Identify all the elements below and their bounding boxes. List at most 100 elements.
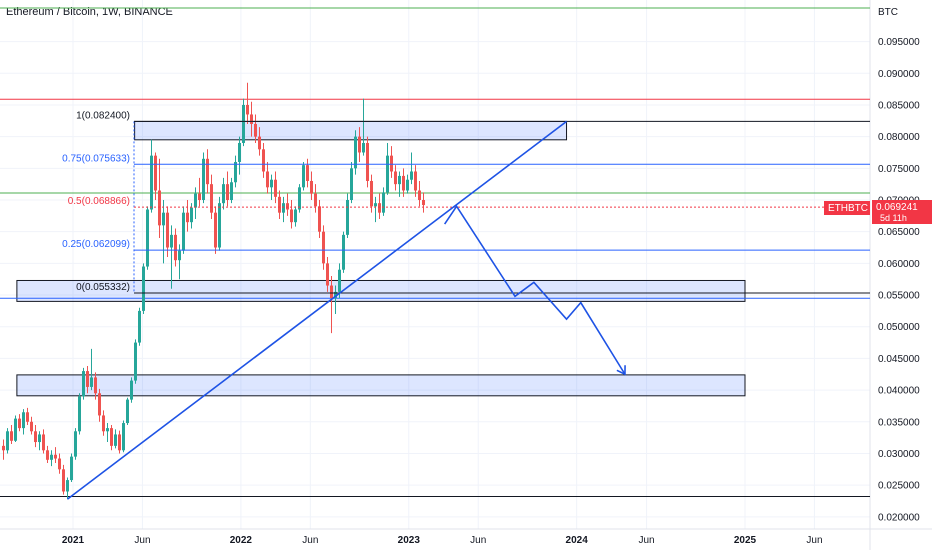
price-tick-label: 0.030000	[878, 449, 920, 460]
candle	[154, 152, 157, 200]
candle	[22, 409, 25, 435]
price-tick-label: 0.020000	[878, 512, 920, 523]
candle-body	[86, 371, 89, 387]
candle-body	[402, 175, 405, 191]
candle-body	[266, 171, 269, 188]
candle	[38, 431, 41, 451]
candle-body	[234, 161, 237, 183]
candle	[270, 174, 273, 200]
price-tick-label: 0.025000	[878, 481, 920, 492]
candle-body	[82, 371, 85, 397]
candle	[366, 136, 369, 188]
bar-countdown: 5d 11h	[880, 213, 907, 223]
candle	[10, 424, 13, 444]
candle	[74, 428, 77, 460]
candle-body	[182, 212, 185, 251]
candle-body	[62, 469, 65, 492]
candle	[202, 152, 205, 204]
candle	[182, 206, 185, 254]
candle-body	[246, 104, 249, 115]
time-tick-label: 2024	[566, 535, 589, 546]
time-tick-label: Jun	[806, 535, 822, 546]
candle-body	[58, 458, 61, 470]
candle-body	[190, 207, 193, 223]
candle	[346, 193, 349, 239]
candle	[258, 127, 261, 156]
candle-body	[50, 454, 53, 460]
candle	[194, 187, 197, 220]
candle	[274, 171, 277, 204]
candle-body	[218, 203, 221, 248]
candle	[358, 127, 361, 162]
price-tick-label: 0.075000	[878, 164, 920, 175]
candle	[330, 276, 333, 334]
candle	[30, 416, 33, 435]
candle	[82, 367, 85, 400]
candle	[146, 206, 149, 270]
candle	[390, 146, 393, 178]
candle-body	[186, 212, 189, 223]
candle	[298, 184, 301, 213]
candle-body	[38, 434, 41, 443]
time-axis[interactable]: 2021 Jun 2022 Jun 2023 Jun 2024 Jun 2025 Jun	[62, 535, 823, 546]
candle-body	[226, 184, 229, 200]
candle	[166, 206, 169, 258]
candle	[398, 171, 401, 197]
price-tick-label: 0.090000	[878, 69, 920, 80]
candle-body	[370, 180, 373, 207]
candle	[326, 257, 329, 292]
time-tick-label: 2022	[230, 535, 253, 546]
price-tick-label: 0.040000	[878, 386, 920, 397]
candle	[342, 231, 345, 273]
candle-body	[410, 171, 413, 180]
candle-body	[250, 114, 253, 124]
candle-body	[326, 263, 329, 286]
candle	[254, 114, 257, 143]
candle	[138, 307, 141, 346]
candle	[126, 397, 129, 425]
fib-level-label: 1(0.082400)	[76, 110, 130, 121]
candle	[42, 429, 45, 454]
candle-body	[74, 431, 77, 457]
candle	[250, 101, 253, 137]
time-tick-label: Jun	[302, 535, 318, 546]
candle-body	[386, 155, 389, 193]
candle-body	[150, 155, 153, 210]
projection-arrowhead	[616, 365, 626, 376]
candle-body	[214, 212, 217, 248]
candle-body	[210, 184, 213, 213]
candle	[418, 180, 421, 207]
candle	[66, 477, 69, 500]
candle	[170, 225, 173, 289]
candle	[322, 225, 325, 270]
price-axis[interactable]: BTC 0.095000 0.090000 0.085000 0.080000 0.07…	[878, 7, 920, 523]
price-tick-label: 0.065000	[878, 227, 920, 238]
candle	[422, 192, 425, 213]
fib-level-label: 0.75(0.075633)	[62, 153, 130, 164]
candle	[94, 372, 97, 400]
candle-body	[414, 171, 417, 191]
candle-body	[30, 421, 33, 432]
candle-body	[230, 182, 233, 200]
fib-level-label: 0(0.055332)	[76, 282, 130, 293]
candle	[102, 410, 105, 436]
candle	[34, 424, 37, 448]
projection-path	[443, 204, 626, 375]
candle	[314, 184, 317, 213]
candle-body	[194, 193, 197, 208]
candle	[246, 82, 249, 124]
candle-body	[18, 418, 21, 429]
candle-body	[146, 209, 149, 267]
candle-body	[318, 206, 321, 232]
candle-body	[154, 155, 157, 191]
candle	[106, 423, 109, 443]
candle-body	[282, 203, 285, 213]
candle	[286, 193, 289, 216]
candle	[394, 165, 397, 191]
candle-body	[206, 158, 209, 185]
candle	[90, 348, 93, 391]
candle-body	[310, 180, 313, 194]
candle-body	[90, 377, 93, 387]
